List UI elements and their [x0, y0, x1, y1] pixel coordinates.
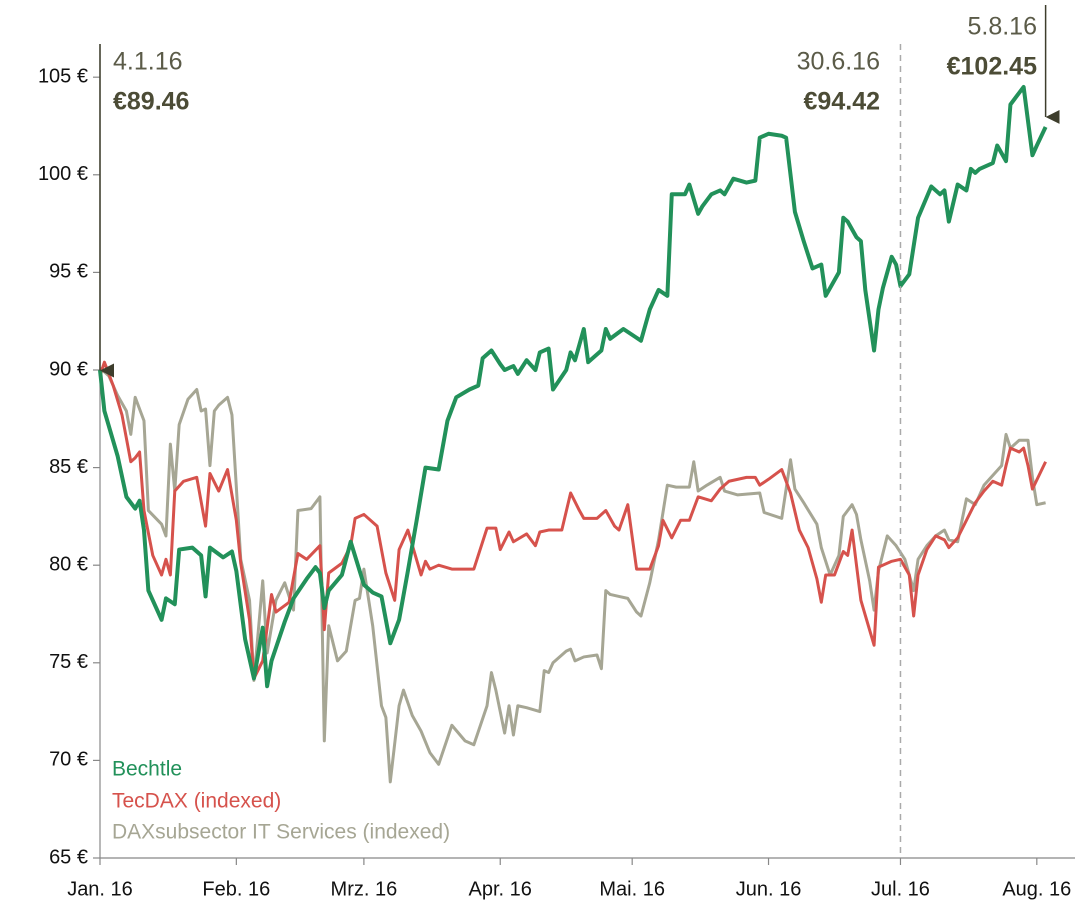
annotation-date: 4.1.16 — [113, 48, 183, 76]
x-tick-label: Feb. 16 — [202, 878, 270, 900]
annotation-value: €102.45 — [947, 53, 1037, 81]
y-tick-label: 100 € — [38, 163, 88, 185]
legend-label: Bechtle — [112, 758, 182, 781]
annotation-value: €94.42 — [804, 88, 880, 116]
y-tick-label: 95 € — [49, 261, 88, 283]
x-tick-label: Jul. 16 — [871, 878, 930, 900]
y-tick-label: 85 € — [49, 456, 88, 478]
y-tick-label: 70 € — [49, 749, 88, 771]
x-tick-label: Jun. 16 — [736, 878, 802, 900]
series-line — [98, 360, 1047, 680]
series-line — [98, 84, 1048, 689]
y-tick-label: 65 € — [49, 846, 88, 868]
y-tick-label: 90 € — [49, 358, 88, 380]
legend-label: TecDAX (indexed) — [112, 790, 281, 813]
annotation-date: 5.8.16 — [967, 13, 1037, 41]
x-tick-label: Mai. 16 — [599, 878, 665, 900]
y-tick-label: 75 € — [49, 651, 88, 673]
y-tick-label: 105 € — [38, 65, 88, 87]
x-tick-label: Apr. 16 — [469, 878, 532, 900]
annotation-value: €89.46 — [113, 88, 189, 116]
y-tick-label: 80 € — [49, 553, 88, 575]
annotation-date: 30.6.16 — [797, 48, 880, 76]
x-tick-label: Jan. 16 — [67, 878, 133, 900]
x-tick-label: Mrz. 16 — [331, 878, 398, 900]
x-tick-label: Aug. 16 — [1002, 878, 1071, 900]
legend-label: DAXsubsector IT Services (indexed) — [112, 821, 450, 844]
